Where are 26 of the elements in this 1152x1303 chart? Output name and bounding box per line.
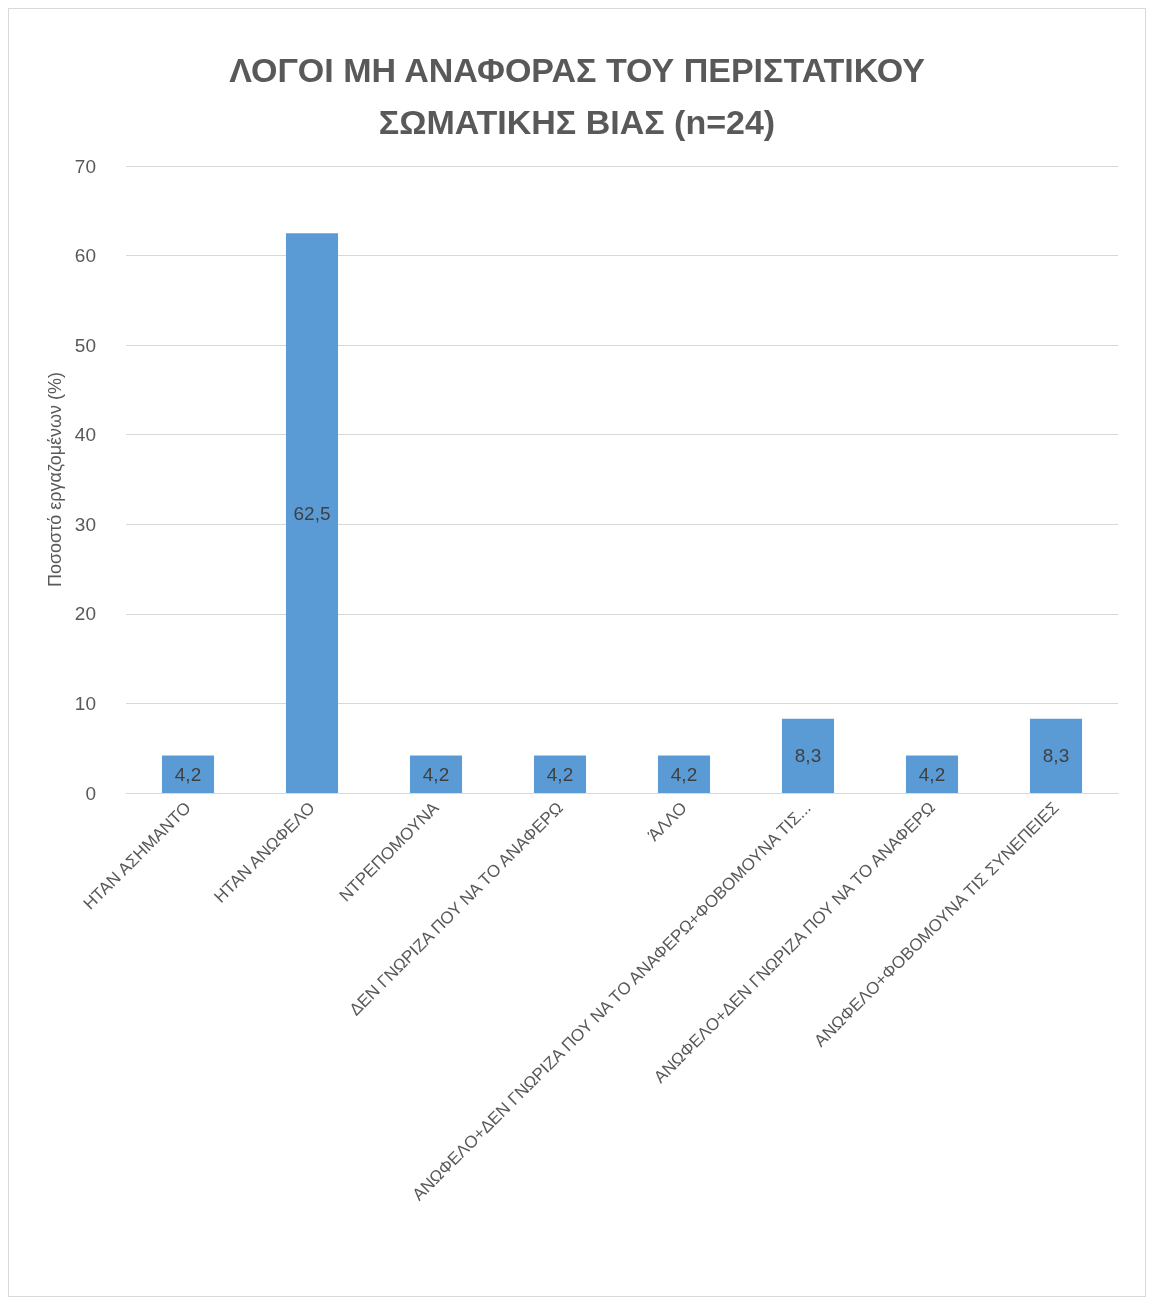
data-label: 4,2: [670, 763, 698, 785]
y-tick-label: 20: [74, 603, 96, 625]
data-label: 4,2: [918, 763, 946, 785]
data-label: 4,2: [546, 763, 574, 785]
bar: [781, 718, 835, 793]
y-tick-label: 10: [74, 692, 96, 714]
data-label: 8,3: [1042, 745, 1070, 767]
y-tick-label: 30: [74, 513, 96, 535]
data-label: 8,3: [794, 745, 822, 767]
data-label: 4,2: [174, 763, 202, 785]
bar: [409, 755, 463, 793]
y-tick-label: 0: [85, 782, 96, 804]
chart-title: ΛΟΓΟΙ ΜΗ ΑΝΑΦΟΡΑΣ ΤΟΥ ΠΕΡΙΣΤΑΤΙΚΟΥ ΣΩΜΑΤΙΚΗΣ ΒΙΑΣ (n=24): [229, 51, 926, 141]
bar: [285, 233, 339, 793]
bar: [905, 755, 959, 793]
bar: [657, 755, 711, 793]
bar: [161, 755, 215, 793]
bar: [1029, 718, 1083, 793]
data-label: 4,2: [422, 763, 450, 785]
data-label: 62,5: [293, 502, 331, 524]
y-axis-title: Ποσοστό εργαζομένων (%): [44, 371, 65, 588]
y-tick-label: 60: [74, 245, 96, 267]
y-tick-label: 50: [74, 334, 96, 356]
y-tick-label: 70: [74, 155, 96, 177]
bar: [533, 755, 587, 793]
y-tick-label: 40: [74, 424, 96, 446]
